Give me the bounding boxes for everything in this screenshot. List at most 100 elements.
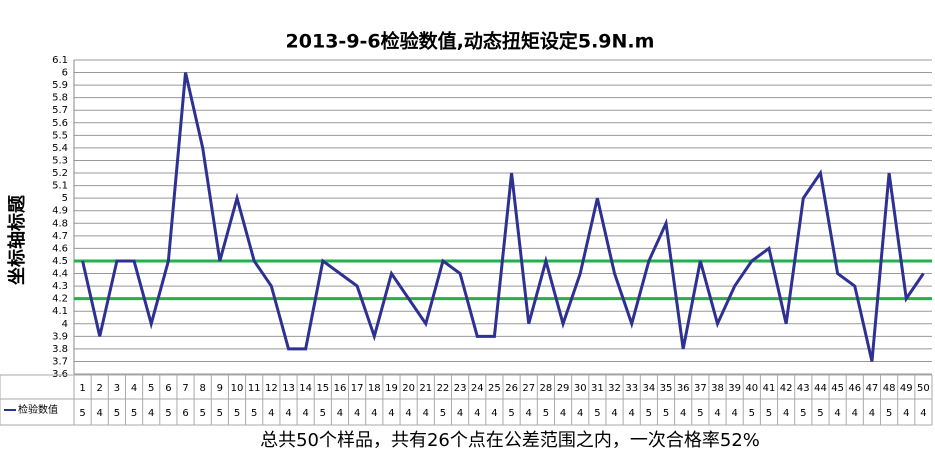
table-value: 4 [474,408,480,419]
table-value: 6 [182,408,188,419]
table-value: 4 [920,408,926,419]
x-tick-label: 25 [488,383,501,394]
table-value: 5 [114,408,120,419]
x-tick-label: 15 [316,383,329,394]
y-tick-label: 4.8 [52,218,68,229]
table-value: 4 [388,408,394,419]
table-value: 5 [320,408,326,419]
table-value: 4 [731,408,737,419]
x-tick-label: 7 [182,383,188,394]
table-value: 4 [354,408,360,419]
x-tick-label: 36 [677,383,690,394]
x-tick-label: 44 [814,383,827,394]
x-tick-label: 12 [265,383,278,394]
x-tick-label: 18 [368,383,381,394]
y-tick-label: 5 [62,193,68,204]
x-tick-label: 35 [660,383,673,394]
x-tick-label: 11 [248,383,261,394]
x-tick-label: 32 [608,383,621,394]
y-tick-label: 5.1 [52,181,68,192]
table-value: 4 [285,408,291,419]
x-tick-label: 38 [711,383,724,394]
y-tick-label: 4.3 [52,281,68,292]
table-value: 4 [268,408,274,419]
x-tick-label: 50 [917,383,930,394]
table-value: 4 [337,408,343,419]
x-tick-label: 8 [200,383,206,394]
table-value: 4 [680,408,686,419]
table-value: 4 [714,408,720,419]
table-value: 5 [646,408,652,419]
y-tick-label: 6.1 [52,55,68,66]
table-value: 5 [217,408,223,419]
x-tick-label: 3 [114,383,120,394]
table-value: 5 [766,408,772,419]
x-tick-label: 30 [574,383,587,394]
y-tick-label: 5.8 [52,93,68,104]
table-value: 4 [783,408,789,419]
table-value: 5 [817,408,823,419]
table-value: 5 [594,408,600,419]
table-value: 4 [405,408,411,419]
table-value: 4 [560,408,566,419]
table-value: 5 [800,408,806,419]
table-value: 4 [491,408,497,419]
x-tick-label: 14 [299,383,312,394]
y-tick-label: 3.8 [52,344,68,355]
y-tick-label: 5.3 [52,155,68,166]
x-tick-label: 43 [797,383,810,394]
x-tick-label: 48 [883,383,896,394]
y-tick-label: 3.9 [52,331,68,342]
x-tick-label: 10 [231,383,244,394]
table-value: 4 [852,408,858,419]
table-value: 5 [131,408,137,419]
x-tick-label: 5 [148,383,154,394]
table-value: 5 [543,408,549,419]
x-tick-label: 39 [728,383,741,394]
x-tick-label: 23 [454,383,467,394]
y-tick-label: 4.4 [52,269,68,280]
table-value: 4 [869,408,875,419]
x-tick-label: 2 [97,383,103,394]
data-line [81,72,925,362]
x-tick-label: 46 [848,383,861,394]
y-tick-label: 5.5 [52,130,68,141]
table-value: 5 [886,408,892,419]
x-tick-label: 33 [625,383,638,394]
x-tick-label: 21 [419,383,432,394]
x-tick-label: 29 [557,383,570,394]
y-tick-label: 4.6 [52,243,68,254]
x-tick-label: 17 [351,383,364,394]
x-tick-label: 6 [165,383,171,394]
y-tick-label: 4.7 [52,231,68,242]
table-value: 4 [526,408,532,419]
x-tick-label: 13 [282,383,295,394]
y-tick-label: 4.2 [52,294,68,305]
table-value: 5 [165,408,171,419]
x-tick-label: 42 [780,383,793,394]
x-tick-label: 37 [694,383,707,394]
table-value: 4 [577,408,583,419]
y-tick-label: 5.4 [52,143,68,154]
y-tick-label: 3.7 [52,356,68,367]
table-value: 5 [440,408,446,419]
x-tick-label: 34 [642,383,655,394]
table-value: 4 [629,408,635,419]
summary-note: 总共50个样品，共有26个点在公差范围之内，一次合格率52% [260,430,760,451]
y-tick-label: 4 [62,319,68,330]
x-tick-label: 22 [437,383,450,394]
table-value: 5 [200,408,206,419]
table-value: 5 [508,408,514,419]
x-tick-label: 31 [591,383,604,394]
y-tick-label: 5.7 [52,105,68,116]
table-value: 4 [611,408,617,419]
y-tick-label: 6 [62,68,68,79]
table-value: 4 [457,408,463,419]
y-tick-label: 5.9 [52,80,68,91]
x-tick-label: 19 [385,383,398,394]
x-tick-label: 9 [217,383,223,394]
x-tick-label: 24 [471,383,484,394]
chart-title: 2013-9-6检验数值,动态扭矩设定5.9N.m [286,30,655,53]
x-tick-label: 40 [745,383,758,394]
x-tick-label: 28 [540,383,553,394]
